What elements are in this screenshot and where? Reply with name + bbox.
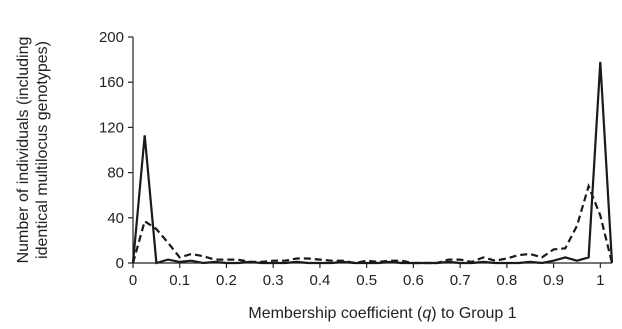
x-tick-label: 0.7 [450,272,471,289]
x-tick-label: 0.4 [309,272,330,289]
x-tick-label: 0.5 [356,272,377,289]
y-tick-label: 160 [99,74,124,91]
x-tick-label: 1 [596,272,604,289]
x-tick-label: 0.3 [263,272,284,289]
axes: 0 40 80 120 160 200 0 0.1 0.2 0.3 0.4 0.5 0.6 0.7 0.8 0… [99,29,612,289]
series-line-solid [131,61,614,265]
x-tick-label: 0 [129,272,137,289]
y-tick-label: 40 [107,210,124,227]
y-tick-label: 0 [116,255,124,272]
series-line-dashed [131,182,614,265]
y-tick-label: 200 [99,29,124,46]
series-layer [131,61,614,265]
x-tick-label: 0.6 [403,272,424,289]
x-tick-label: 0.9 [543,272,564,289]
y-axis-title: Number of individuals (including identica… [15,37,51,264]
x-tick-label: 0.1 [169,272,190,289]
x-tick-label: 0.2 [216,272,237,289]
y-tick-label: 80 [107,165,124,182]
x-axis-title: Membership coefficient (q) to Group 1 [248,305,516,322]
x-tick-label: 0.8 [496,272,517,289]
y-tick-label: 120 [99,119,124,136]
